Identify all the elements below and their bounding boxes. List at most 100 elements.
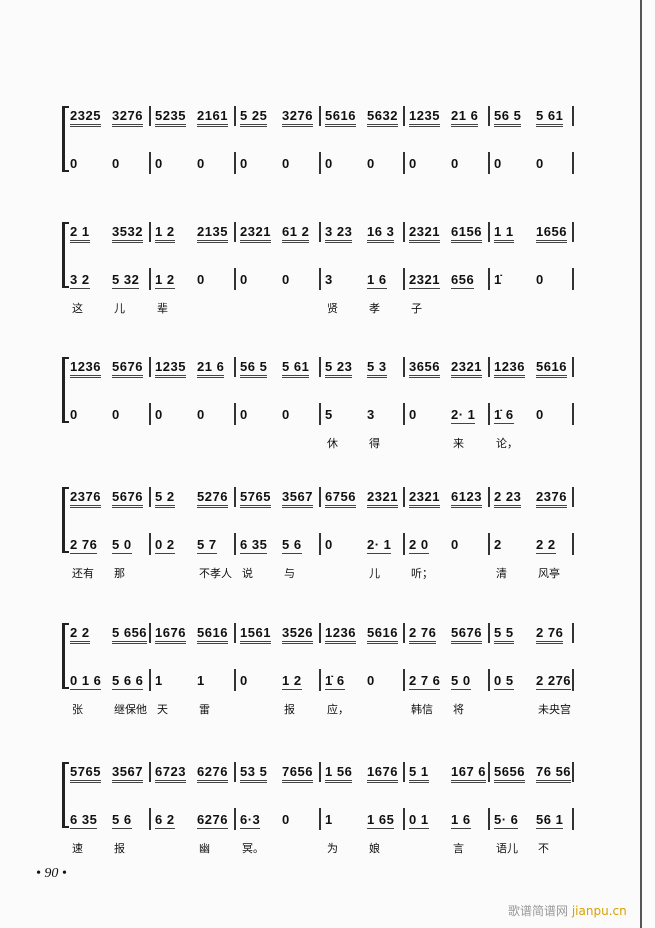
upper-note-group: 16 3 <box>367 224 395 243</box>
barline <box>149 487 151 507</box>
barline <box>403 533 405 555</box>
lower-note-group: 2 76 <box>70 537 98 554</box>
lyric: 不 <box>538 842 549 855</box>
barline <box>319 357 321 377</box>
upper-note-group: 3656 <box>409 359 440 378</box>
lyric: 应， <box>327 703 349 716</box>
upper-note-group: 5276 <box>197 489 228 508</box>
lower-note-group: 0 1 6 <box>70 673 102 690</box>
barline <box>234 762 236 782</box>
upper-note-group: 21 6 <box>197 359 225 378</box>
upper-note-group: 5656 <box>494 764 525 783</box>
upper-note-group: 1561 <box>240 625 271 644</box>
upper-note-group: 56 5 <box>240 359 268 378</box>
upper-note-group: 5676 <box>451 625 482 644</box>
barline <box>149 533 151 555</box>
upper-note-group: 6123 <box>451 489 482 508</box>
lyric: 报 <box>284 703 295 716</box>
upper-note-group: 2 2 <box>70 625 90 644</box>
upper-note-group: 2161 <box>197 108 228 127</box>
lyric: 这 <box>72 302 83 315</box>
upper-note-group: 1236 <box>494 359 525 378</box>
system-bracket <box>62 106 69 172</box>
upper-note-group: 61 2 <box>282 224 310 243</box>
lyric: 论， <box>496 437 518 450</box>
upper-note-group: 53 5 <box>240 764 268 783</box>
lower-note-group: 656 <box>451 272 475 289</box>
lower-note-group: 3 2 <box>70 272 90 289</box>
barline <box>234 152 236 174</box>
lower-note-group: 5· 6 <box>494 812 519 829</box>
barline <box>403 623 405 643</box>
upper-note-group: 6156 <box>451 224 482 243</box>
barline <box>234 106 236 126</box>
score-system: 5765 6 35 速 3567 5 6 报 6723 6 2 6276 6276 幽 53 5 6·3… <box>0 762 655 872</box>
upper-note-group: 3276 <box>282 108 313 127</box>
lower-note-group: 1 <box>325 812 333 827</box>
lyric: 清 <box>496 567 507 580</box>
barline <box>149 623 151 643</box>
lower-note-group: 2321 <box>409 272 440 289</box>
lower-note-group: 2 <box>494 537 502 552</box>
watermark-cn: 歌谱简谱网 <box>508 904 569 918</box>
lyric: 将 <box>453 703 464 716</box>
lower-note-group: 0 <box>240 673 248 688</box>
barline <box>319 403 321 425</box>
lower-note-group: 2 0 <box>409 537 429 554</box>
barline <box>488 403 490 425</box>
lyric: 为 <box>327 842 338 855</box>
lower-note-group: 0 <box>325 156 333 171</box>
barline <box>572 533 574 555</box>
upper-note-group: 6756 <box>325 489 356 508</box>
barline <box>319 808 321 830</box>
lower-note-group: 0 <box>409 156 417 171</box>
lower-note-group: 0 <box>155 156 163 171</box>
lyric: 辈 <box>157 302 168 315</box>
lyric: 娘 <box>369 842 380 855</box>
lower-note-group: 56 1 <box>536 812 564 829</box>
upper-note-group: 5235 <box>155 108 186 127</box>
lower-note-group: 3 <box>325 272 333 287</box>
system-bracket <box>62 487 69 553</box>
upper-note-group: 5 23 <box>325 359 353 378</box>
lower-note-group: 5 32 <box>112 272 140 289</box>
lower-note-group: 0 <box>240 272 248 287</box>
lower-note-group: 1 2 <box>282 673 302 690</box>
page-binding-edge <box>640 0 642 928</box>
barline <box>319 533 321 555</box>
lower-note-group: 2 7 6 <box>409 673 441 690</box>
barline <box>403 152 405 174</box>
lower-note-group: 0 5 <box>494 673 514 690</box>
barline <box>149 152 151 174</box>
lyric: 天 <box>157 703 168 716</box>
lower-note-group: 6 35 <box>240 537 268 554</box>
lower-note-group: 2· 1 <box>367 537 392 554</box>
upper-note-group: 1 2 <box>155 224 175 243</box>
upper-note-group: 2321 <box>451 359 482 378</box>
barline <box>149 357 151 377</box>
system-bracket <box>62 222 69 288</box>
lower-note-group: 1 6 <box>367 272 387 289</box>
barline <box>488 533 490 555</box>
lower-note-group: 0 <box>112 156 120 171</box>
barline <box>572 623 574 643</box>
lyric: 孝 <box>369 302 380 315</box>
score-system: 2376 2 76 还有 5676 5 0 那 5 2 0 2 5276 5 7 不孝人 5765 6 … <box>0 487 655 597</box>
lower-note-group: 0 <box>197 407 205 422</box>
upper-note-group: 1236 <box>325 625 356 644</box>
barline <box>488 669 490 691</box>
barline <box>403 808 405 830</box>
upper-note-group: 3276 <box>112 108 143 127</box>
lower-note-group: 2· 1 <box>451 407 476 424</box>
upper-note-group: 56 5 <box>494 108 522 127</box>
lower-note-group: 5 6 <box>282 537 302 554</box>
lower-note-group: 0 <box>197 156 205 171</box>
upper-note-group: 3526 <box>282 625 313 644</box>
barline <box>149 403 151 425</box>
lower-note-group: 1̇ <box>494 272 502 287</box>
lyric: 冥。 <box>242 842 264 855</box>
lower-note-group: 0 <box>367 673 375 688</box>
barline <box>572 808 574 830</box>
barline <box>488 106 490 126</box>
lower-note-group: 1 <box>197 673 205 688</box>
